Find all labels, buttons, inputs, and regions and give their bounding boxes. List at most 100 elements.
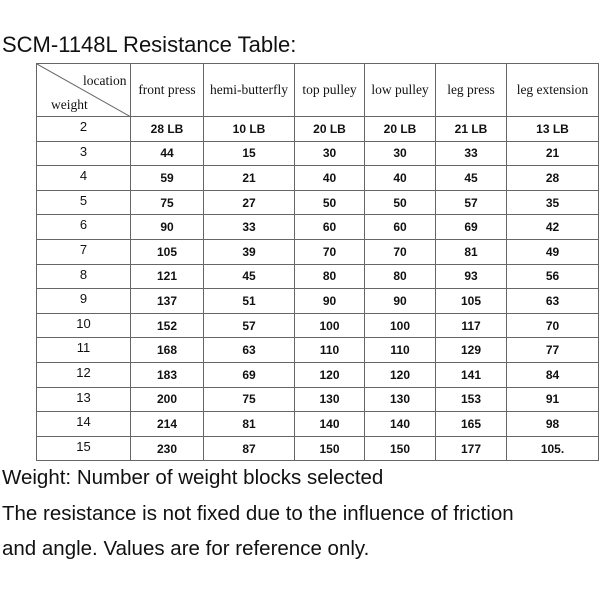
value-cell: 21 <box>507 141 599 167</box>
value-cell: 98 <box>507 412 599 437</box>
value-cell: 93 <box>436 264 507 290</box>
value-cell: 70 <box>295 240 365 265</box>
value-cell: 230 <box>131 436 204 462</box>
value-cell: 150 <box>365 436 436 462</box>
value-cell: 120 <box>295 363 365 388</box>
value-cell: 87 <box>204 436 295 462</box>
value-cell: 40 <box>295 166 365 191</box>
value-cell: 35 <box>507 190 599 216</box>
value-cell: 33 <box>204 215 295 240</box>
value-cell: 117 <box>436 313 507 339</box>
value-cell: 77 <box>507 338 599 363</box>
weight-cell: 2 <box>37 117 131 142</box>
value-cell: 56 <box>507 264 599 290</box>
value-cell: 49 <box>507 240 599 265</box>
value-cell: 137 <box>131 289 204 314</box>
corner-cell <box>37 64 131 117</box>
value-cell: 168 <box>131 338 204 363</box>
weight-cell: 12 <box>37 363 131 388</box>
column-header: front press <box>131 64 204 117</box>
value-cell: 75 <box>131 190 204 216</box>
value-cell: 129 <box>436 338 507 363</box>
value-cell: 51 <box>204 289 295 314</box>
value-cell: 80 <box>295 264 365 290</box>
value-cell: 59 <box>131 166 204 191</box>
value-cell: 152 <box>131 313 204 339</box>
value-cell: 57 <box>204 313 295 339</box>
corner-bottom: weight <box>51 97 88 112</box>
value-cell: 105 <box>131 240 204 265</box>
value-cell: 50 <box>365 190 436 216</box>
value-cell: 130 <box>295 387 365 413</box>
note: and angle. Values are for reference only… <box>2 537 370 560</box>
weight-cell: 15 <box>37 436 131 462</box>
weight-cell: 3 <box>37 141 131 167</box>
note: The resistance is not fixed due to the i… <box>2 502 514 525</box>
value-cell: 44 <box>131 141 204 167</box>
column-header: low pulley <box>365 64 436 117</box>
value-cell: 42 <box>507 215 599 240</box>
weight-cell: 7 <box>37 240 131 265</box>
value-cell: 214 <box>131 412 204 437</box>
value-cell: 70 <box>507 313 599 339</box>
value-cell: 84 <box>507 363 599 388</box>
value-cell: 110 <box>295 338 365 363</box>
value-cell: 69 <box>436 215 507 240</box>
note: Weight: Number of weight blocks selected <box>2 466 384 489</box>
value-cell: 27 <box>204 190 295 216</box>
value-cell: 183 <box>131 363 204 388</box>
value-cell: 21 LB <box>436 117 507 142</box>
value-cell: 30 <box>295 141 365 167</box>
value-cell: 81 <box>204 412 295 437</box>
value-cell: 57 <box>436 190 507 216</box>
column-header: leg press <box>436 64 507 117</box>
weight-cell: 5 <box>37 190 131 216</box>
value-cell: 90 <box>131 215 204 240</box>
value-cell: 121 <box>131 264 204 290</box>
weight-cell: 11 <box>37 338 131 363</box>
value-cell: 140 <box>365 412 436 437</box>
value-cell: 63 <box>204 338 295 363</box>
value-cell: 105. <box>507 436 599 462</box>
value-cell: 100 <box>295 313 365 339</box>
value-cell: 110 <box>365 338 436 363</box>
weight-cell: 13 <box>37 387 131 413</box>
value-cell: 177 <box>436 436 507 462</box>
value-cell: 20 LB <box>295 117 365 142</box>
value-cell: 15 <box>204 141 295 167</box>
value-cell: 30 <box>365 141 436 167</box>
value-cell: 141 <box>436 363 507 388</box>
value-cell: 39 <box>204 240 295 265</box>
value-cell: 153 <box>436 387 507 413</box>
value-cell: 90 <box>295 289 365 314</box>
value-cell: 150 <box>295 436 365 462</box>
weight-cell: 6 <box>37 215 131 240</box>
title: SCM-1148L Resistance Table: <box>2 32 297 57</box>
value-cell: 90 <box>365 289 436 314</box>
value-cell: 81 <box>436 240 507 265</box>
value-cell: 75 <box>204 387 295 413</box>
weight-cell: 10 <box>37 313 131 339</box>
value-cell: 33 <box>436 141 507 167</box>
weight-cell: 14 <box>37 412 131 437</box>
value-cell: 91 <box>507 387 599 413</box>
weight-cell: 8 <box>37 264 131 290</box>
column-header: top pulley <box>295 64 365 117</box>
value-cell: 45 <box>204 264 295 290</box>
value-cell: 40 <box>365 166 436 191</box>
value-cell: 20 LB <box>365 117 436 142</box>
table: location weight front press hemi-butterfl… <box>36 63 599 462</box>
value-cell: 165 <box>436 412 507 437</box>
corner-top: location <box>83 73 127 88</box>
value-cell: 28 <box>507 166 599 191</box>
value-cell: 70 <box>365 240 436 265</box>
column-header: leg extension <box>507 64 599 117</box>
value-cell: 10 LB <box>204 117 295 142</box>
weight-cell: 9 <box>37 289 131 314</box>
value-cell: 120 <box>365 363 436 388</box>
value-cell: 60 <box>295 215 365 240</box>
value-cell: 45 <box>436 166 507 191</box>
value-cell: 140 <box>295 412 365 437</box>
column-header: hemi-butterfly <box>204 64 295 117</box>
